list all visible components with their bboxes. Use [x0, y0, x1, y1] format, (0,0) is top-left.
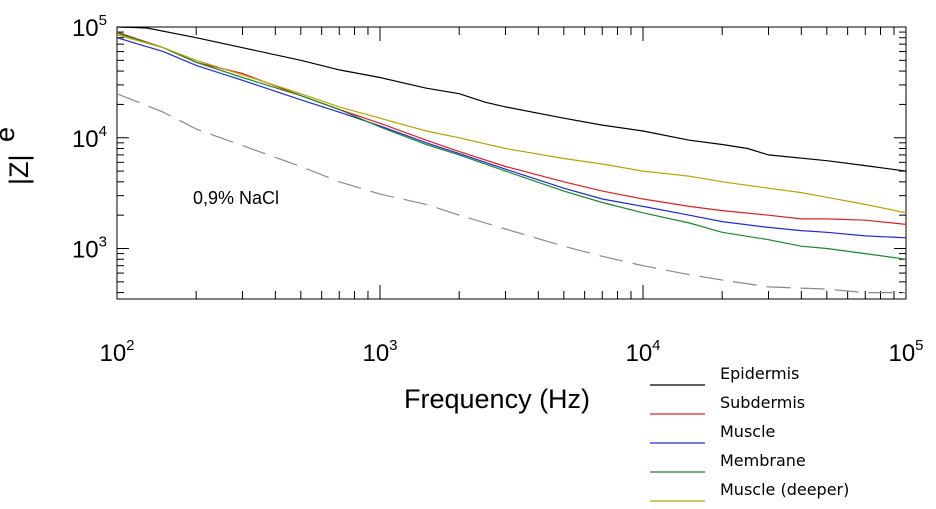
series-lines — [116, 26, 907, 294]
series-line-1 — [116, 31, 907, 225]
x-axis-title: Frequency (Hz) — [404, 384, 590, 414]
series-line-3 — [116, 32, 907, 260]
ticks — [117, 27, 906, 299]
plot-area — [116, 26, 907, 300]
y-tick-label: 104 — [72, 123, 107, 153]
legend-label: Muscle — [720, 422, 775, 441]
series-line-2 — [116, 37, 907, 239]
y-tick-label: 105 — [72, 12, 107, 42]
plot-frame — [116, 26, 907, 300]
x-tick-label: 104 — [625, 337, 660, 367]
legend-label: Subdermis — [720, 393, 805, 412]
series-line-5 — [116, 93, 906, 294]
legend-label: Epidermis — [720, 364, 799, 383]
legend-label: Muscle (deeper) — [720, 480, 849, 499]
annotation-nacl: 0,9% NaCl — [193, 188, 279, 208]
legend: Epidermis Subdermis Muscle Membrane Muscle (… — [650, 364, 849, 502]
x-tick-label: 102 — [99, 337, 134, 367]
x-tick-label: 105 — [888, 337, 923, 367]
x-tick-label: 103 — [362, 337, 397, 367]
y-tick-label: 103 — [72, 234, 107, 264]
y-axis-title: |Z| — [4, 154, 34, 185]
series-line-4 — [116, 34, 907, 214]
tick-labels: 102 103 104 105 103 104 105 — [72, 12, 924, 367]
series-line-0 — [116, 26, 907, 172]
y-axis-title-partial: e — [0, 127, 20, 142]
legend-label: Membrane — [720, 451, 806, 470]
